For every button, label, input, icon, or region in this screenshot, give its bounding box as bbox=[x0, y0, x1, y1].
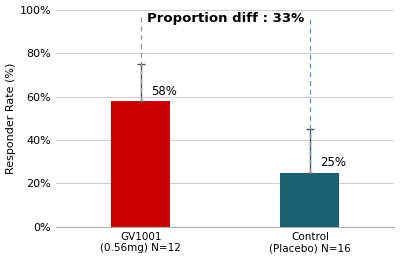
Y-axis label: Responder Rate (%): Responder Rate (%) bbox=[6, 63, 16, 174]
Bar bbox=[111, 101, 170, 227]
Text: 58%: 58% bbox=[151, 85, 177, 98]
Bar bbox=[280, 173, 340, 227]
Text: 25%: 25% bbox=[320, 156, 346, 169]
Text: Proportion diff : 33%: Proportion diff : 33% bbox=[147, 12, 304, 25]
